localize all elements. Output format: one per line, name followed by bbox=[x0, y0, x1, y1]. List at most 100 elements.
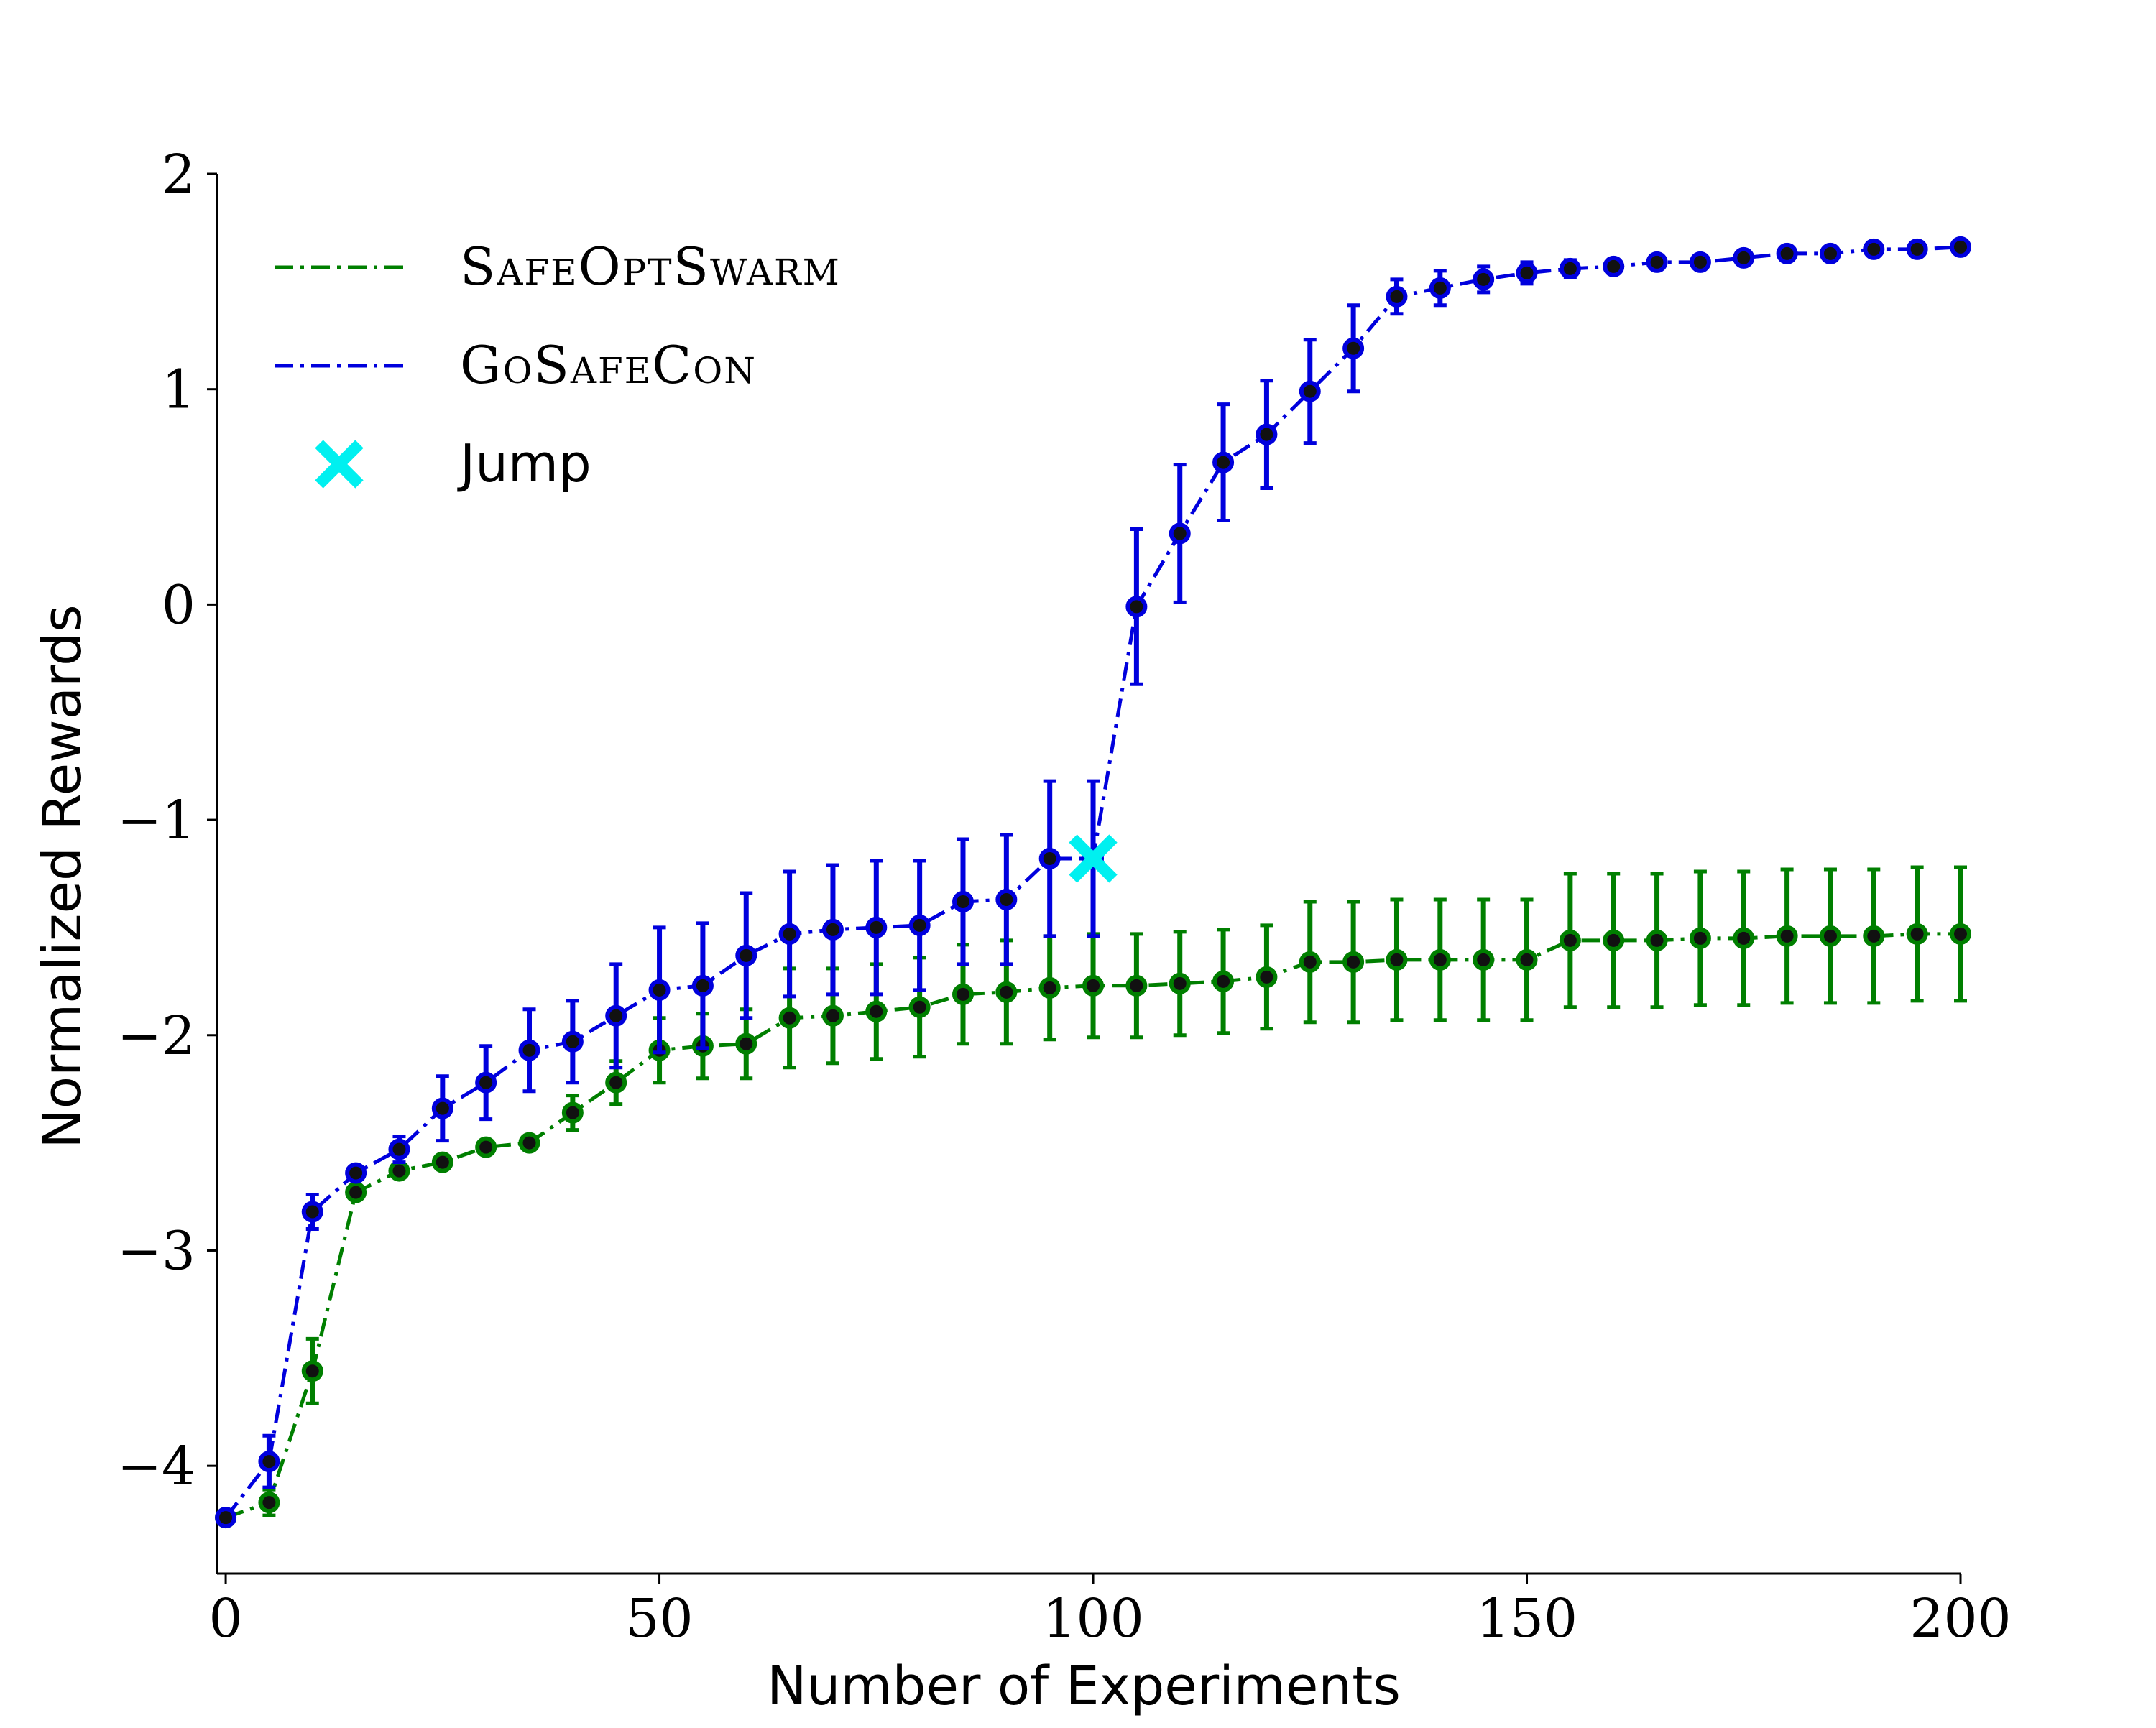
y-tick-label: −1 bbox=[117, 790, 195, 851]
data-point bbox=[1125, 974, 1148, 997]
data-point bbox=[1429, 948, 1451, 971]
data-point bbox=[1863, 925, 1885, 947]
data-point bbox=[1342, 337, 1365, 359]
x-tick-label: 200 bbox=[1909, 1588, 2011, 1650]
y-tick-label: 1 bbox=[162, 359, 195, 421]
axes: 0 50 100 150 200 −4 −3 −2 −1 0 1 2 bbox=[117, 144, 2012, 1650]
data-point bbox=[258, 1492, 280, 1514]
x-tick-label: 150 bbox=[1476, 1588, 1577, 1650]
data-point bbox=[431, 1151, 453, 1173]
x-axis-label: Number of Experiments bbox=[767, 1655, 1401, 1717]
annotation-layer bbox=[1069, 834, 1118, 883]
legend-label: SafeOptSwarm bbox=[460, 236, 841, 297]
data-point bbox=[1169, 972, 1191, 994]
data-point bbox=[1038, 848, 1061, 870]
data-point bbox=[258, 1451, 280, 1473]
legend-item-jump: Jump bbox=[315, 433, 591, 494]
data-point bbox=[865, 916, 888, 938]
legend-item-gosafecon: GoSafeCon bbox=[275, 335, 757, 395]
data-point bbox=[1776, 242, 1798, 264]
data-point bbox=[1299, 951, 1321, 973]
data-point bbox=[561, 1030, 584, 1053]
data-point bbox=[215, 1507, 237, 1529]
x-tick-label: 0 bbox=[209, 1588, 243, 1650]
data-point bbox=[1819, 242, 1841, 264]
data-point bbox=[1603, 929, 1625, 951]
data-point bbox=[1429, 277, 1451, 299]
data-point bbox=[1819, 925, 1841, 947]
data-point bbox=[1906, 923, 1928, 945]
data-point bbox=[1950, 923, 1971, 945]
data-point bbox=[1689, 251, 1711, 273]
data-point bbox=[1776, 925, 1798, 947]
data-point bbox=[778, 923, 801, 945]
data-point bbox=[1646, 929, 1668, 951]
data-point bbox=[1863, 238, 1885, 260]
data-point bbox=[995, 981, 1018, 1003]
data-point bbox=[1212, 451, 1235, 473]
data-point bbox=[345, 1181, 367, 1203]
data-point bbox=[865, 1000, 888, 1022]
data-point bbox=[431, 1097, 453, 1119]
data-point bbox=[691, 974, 714, 997]
data-point bbox=[1125, 596, 1148, 618]
data-point bbox=[908, 914, 931, 936]
data-point bbox=[1386, 948, 1408, 971]
data-point bbox=[475, 1071, 497, 1094]
data-point bbox=[1733, 927, 1755, 949]
data-point bbox=[1473, 268, 1495, 290]
data-point bbox=[1082, 974, 1105, 997]
data-point bbox=[1689, 927, 1711, 949]
data-point bbox=[952, 890, 974, 912]
data-point bbox=[345, 1162, 367, 1184]
data-point bbox=[1256, 423, 1278, 445]
data-point bbox=[1906, 238, 1928, 260]
series-safeoptswarm bbox=[215, 865, 1971, 1529]
y-tick-label: −2 bbox=[117, 1005, 195, 1067]
legend-label: Jump bbox=[457, 433, 591, 494]
data-point bbox=[605, 1071, 627, 1094]
data-point bbox=[995, 888, 1018, 910]
legend-label: GoSafeCon bbox=[460, 335, 757, 395]
data-point bbox=[821, 1004, 844, 1027]
data-point bbox=[1299, 380, 1321, 402]
data-point bbox=[605, 1004, 627, 1027]
data-point bbox=[908, 996, 931, 1018]
jump-marker bbox=[1069, 834, 1118, 883]
data-point bbox=[735, 944, 757, 966]
y-axis-label: Normalized Rewards bbox=[32, 604, 93, 1148]
data-point bbox=[518, 1039, 540, 1061]
data-point bbox=[1342, 951, 1365, 973]
data-point bbox=[1646, 251, 1668, 273]
data-point bbox=[1516, 262, 1538, 284]
data-point bbox=[1603, 255, 1625, 277]
data-point bbox=[1473, 948, 1495, 971]
y-tick-label: 0 bbox=[162, 574, 195, 636]
data-point bbox=[1038, 976, 1061, 999]
y-tick-label: −4 bbox=[117, 1436, 195, 1497]
data-point bbox=[1256, 966, 1278, 988]
data-point bbox=[1559, 257, 1581, 279]
x-tick-label: 100 bbox=[1042, 1588, 1143, 1650]
y-tick-label: −3 bbox=[117, 1220, 195, 1282]
data-point bbox=[1212, 970, 1235, 992]
data-point bbox=[648, 979, 671, 1001]
data-point bbox=[1169, 522, 1191, 545]
legend-swatch bbox=[315, 440, 364, 489]
data-point bbox=[388, 1160, 410, 1182]
data-point bbox=[952, 983, 974, 1005]
x-tick-label: 50 bbox=[625, 1588, 693, 1650]
data-point bbox=[1733, 246, 1755, 269]
data-point bbox=[475, 1136, 497, 1158]
series-gosafecon bbox=[215, 236, 1971, 1529]
data-point bbox=[301, 1360, 323, 1382]
data-point bbox=[518, 1132, 540, 1154]
data-point bbox=[1950, 236, 1971, 258]
y-tick-label: 2 bbox=[162, 144, 195, 205]
legend: SafeOptSwarm GoSafeCon Jump bbox=[275, 236, 841, 494]
data-point bbox=[821, 918, 844, 941]
data-point bbox=[301, 1201, 323, 1223]
series-layer bbox=[215, 236, 1971, 1529]
